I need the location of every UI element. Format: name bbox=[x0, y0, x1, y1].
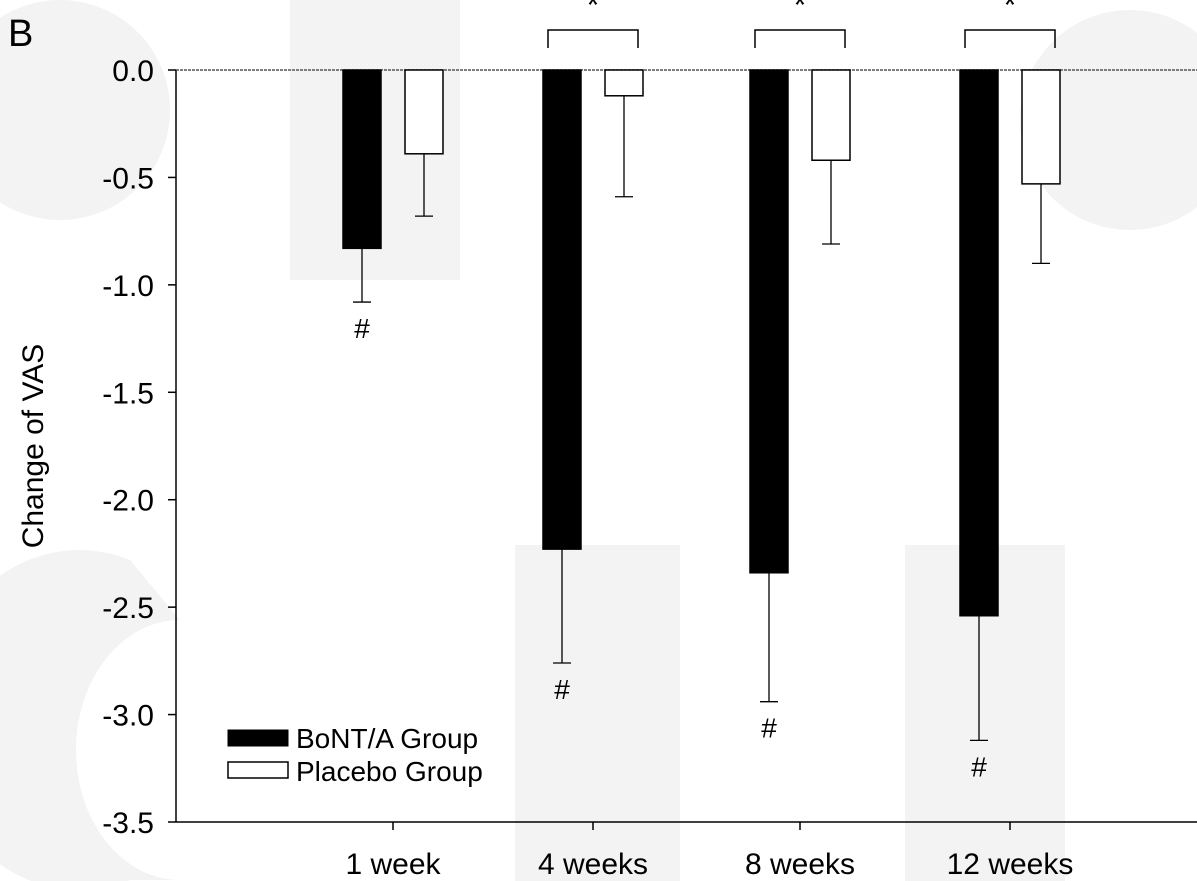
x-category-label: 1 week bbox=[345, 848, 441, 881]
legend: BoNT/A Group Placebo Group bbox=[227, 723, 483, 787]
legend-swatch-placebo bbox=[227, 761, 289, 779]
hash-marker: # bbox=[971, 751, 987, 782]
significance-star: * bbox=[587, 0, 599, 23]
bar-bont bbox=[959, 69, 999, 617]
legend-swatch-bont bbox=[227, 729, 289, 747]
significance-bracket bbox=[964, 29, 1056, 48]
bar-placebo bbox=[404, 69, 444, 155]
y-tick-label: -1.0 bbox=[102, 270, 154, 303]
bar-bont bbox=[542, 69, 582, 550]
y-tick-label: -3.5 bbox=[102, 807, 154, 840]
legend-label-bont: BoNT/A Group bbox=[296, 723, 478, 754]
significance-bracket bbox=[754, 29, 846, 48]
significance-star: * bbox=[794, 0, 806, 23]
y-tick-label: -0.5 bbox=[102, 162, 154, 195]
bar-bont bbox=[749, 69, 789, 574]
x-categories: 1 week 4 weeks 8 weeks 12 weeks bbox=[345, 822, 1073, 881]
bar-bont bbox=[342, 69, 382, 250]
significance-star: * bbox=[1004, 0, 1016, 23]
panel-label: B bbox=[8, 13, 33, 55]
y-ticks: 0.0 -0.5 -1.0 -1.5 -2.0 -2.5 -3.0 -3.5 bbox=[102, 55, 176, 840]
bars: # # # # bbox=[342, 69, 1061, 782]
hash-marker: # bbox=[554, 674, 570, 705]
hash-marker: # bbox=[354, 313, 370, 344]
x-category-label: 8 weeks bbox=[745, 848, 855, 881]
y-tick-label: -3.0 bbox=[102, 700, 154, 733]
bar-placebo bbox=[604, 69, 644, 97]
y-tick-label: -1.5 bbox=[102, 377, 154, 410]
significance-bracket bbox=[547, 29, 639, 48]
bar-placebo bbox=[811, 69, 851, 161]
hash-marker: # bbox=[761, 713, 777, 744]
y-tick-label: -2.0 bbox=[102, 485, 154, 518]
y-axis-label: Change of VAS bbox=[17, 344, 50, 549]
legend-label-placebo: Placebo Group bbox=[296, 756, 483, 787]
y-tick-label: 0.0 bbox=[112, 55, 154, 88]
x-category-label: 12 weeks bbox=[947, 848, 1074, 881]
x-category-label: 4 weeks bbox=[538, 848, 648, 881]
y-tick-label: -2.5 bbox=[102, 592, 154, 625]
significance-brackets: * * * bbox=[547, 0, 1056, 48]
bar-placebo bbox=[1021, 69, 1061, 185]
